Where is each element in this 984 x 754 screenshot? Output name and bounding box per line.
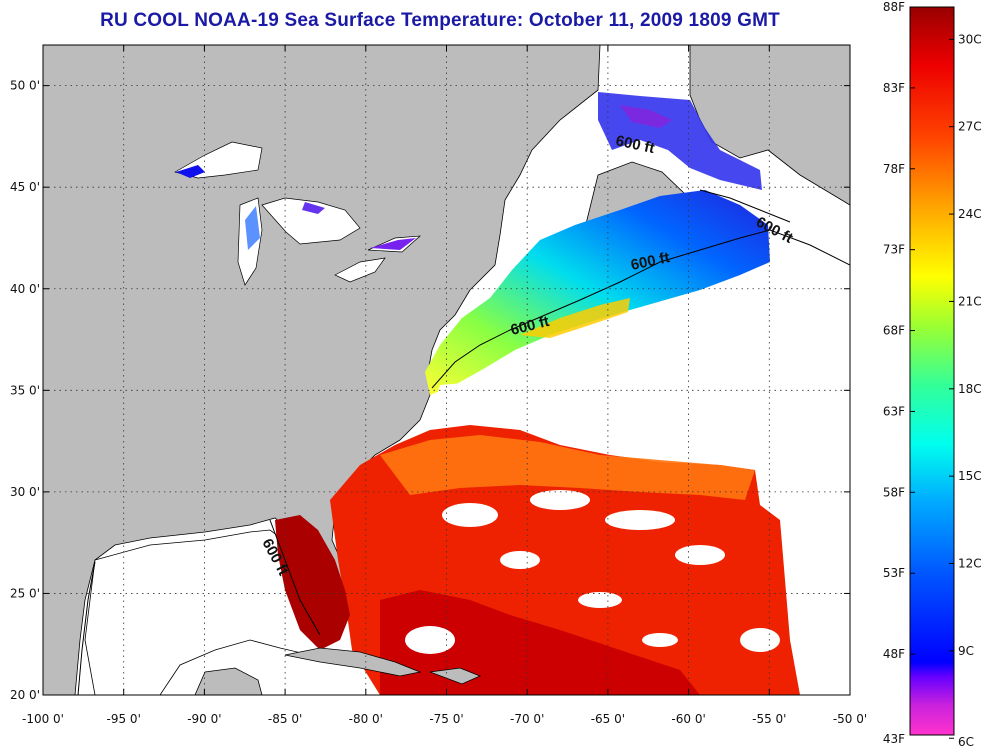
colorbar-c-label: 18C <box>958 382 982 396</box>
great-lakes-sst <box>176 165 416 250</box>
sst-orange-band <box>380 435 755 500</box>
lon-tick-label: -70 0' <box>510 712 544 726</box>
colorbar-fahrenheit-labels: 88F 83F 78F 73F 68F 63F 58F 53F 48F 43F <box>883 0 915 746</box>
colorbar-c-label: 15C <box>958 469 982 483</box>
colorbar-f-label: 43F <box>883 732 905 746</box>
colorbar-f-label: 48F <box>883 647 905 661</box>
land-newfoundland <box>689 45 850 206</box>
land-yucatan <box>194 667 263 695</box>
lon-tick-label: -50 0' <box>833 712 867 726</box>
colorbar-c-label: 30C <box>958 32 982 46</box>
lon-tick-label: -75 0' <box>429 712 463 726</box>
graticule-grid <box>43 45 850 695</box>
lon-tick-label: -80 0' <box>349 712 383 726</box>
sst-shelf-warm-edge <box>520 298 630 338</box>
colorbar-celsius-labels: 30C 27C 24C 21C 18C 15C 12C 9C 6C <box>949 32 982 749</box>
land-hispaniola <box>429 667 482 685</box>
lon-tick-label: -95 0' <box>107 712 141 726</box>
land-cuba <box>284 647 422 677</box>
lon-tick-label: -85 0' <box>268 712 302 726</box>
colorbar-c-label: 24C <box>958 207 982 221</box>
lon-tick-label: -100 0' <box>22 712 64 726</box>
latitude-axis: 50 0' 45 0' 40 0' 35 0' 30 0' 25 0' 20 0' <box>10 79 850 702</box>
colorbar-f-label: 63F <box>883 404 905 418</box>
lat-tick-label: 35 0' <box>10 383 40 397</box>
colorbar-f-label: 88F <box>883 0 905 14</box>
colorbar-c-label: 9C <box>958 644 974 658</box>
sst-florida-shelf <box>275 515 350 650</box>
colorbar-c-label: 27C <box>958 120 982 134</box>
colorbar-f-label: 73F <box>883 243 905 257</box>
colorbar-f-label: 68F <box>883 324 905 338</box>
colorbar-f-label: 83F <box>883 81 905 95</box>
lat-tick-label: 40 0' <box>10 282 40 296</box>
colorbar-c-label: 12C <box>958 557 982 571</box>
colorbar-c-label: 6C <box>958 735 974 749</box>
colorbar-f-label: 78F <box>883 162 905 176</box>
cloud-gaps <box>405 355 780 654</box>
colorbar-gradient <box>909 6 955 736</box>
isobath-600ft <box>77 189 850 695</box>
lat-tick-label: 20 0' <box>10 688 40 702</box>
colorbar: 88F 83F 78F 73F 68F 63F 58F 53F 48F 43F 30C 27C 24C… <box>883 0 982 749</box>
lat-tick-label: 25 0' <box>10 586 40 600</box>
lat-tick-label: 30 0' <box>10 485 40 499</box>
lat-tick-label: 50 0' <box>10 79 40 93</box>
colorbar-f-label: 53F <box>883 566 905 580</box>
colorbar-c-label: 21C <box>958 294 982 308</box>
map-title: RU COOL NOAA-19 Sea Surface Temperature:… <box>100 10 780 31</box>
colorbar-f-label: 58F <box>883 485 905 499</box>
lon-tick-label: -90 0' <box>187 712 221 726</box>
lon-tick-label: -65 0' <box>591 712 625 726</box>
longitude-axis: -100 0' -95 0' -90 0' -85 0' -80 0' -75 0' -70… <box>22 45 867 726</box>
lon-tick-label: -60 0' <box>671 712 705 726</box>
lat-tick-label: 45 0' <box>10 180 40 194</box>
lon-tick-label: -55 0' <box>752 712 786 726</box>
